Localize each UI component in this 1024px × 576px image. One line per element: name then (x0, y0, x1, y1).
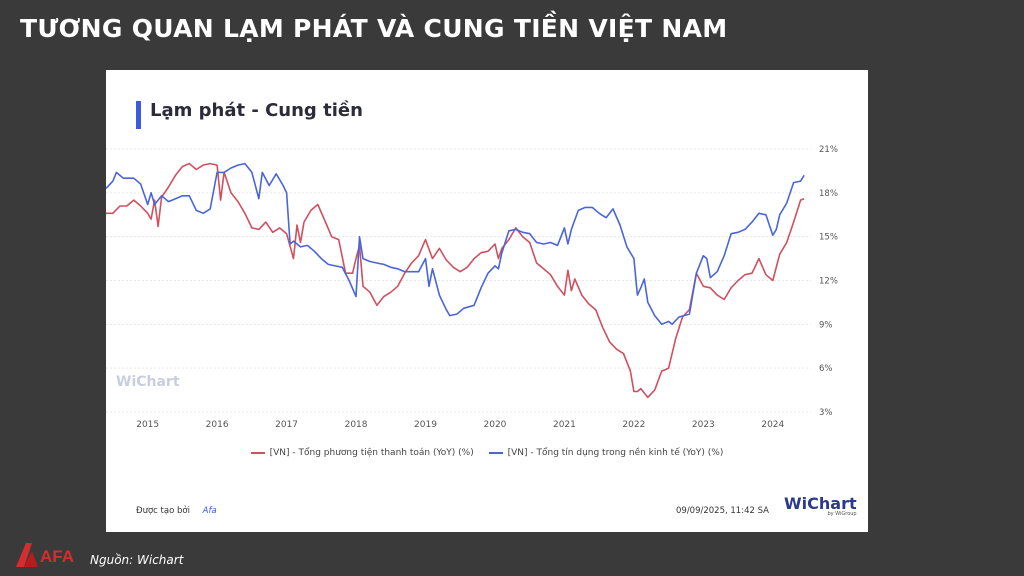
x-tick-label: 2023 (692, 420, 715, 430)
x-tick-label: 2020 (484, 420, 507, 430)
created-by: Được tạo bởi Afa (136, 506, 217, 516)
source-note: Nguồn: Wichart (90, 553, 184, 567)
wichart-logo-text: WiChart (784, 494, 857, 513)
y-tick-label: 6% (819, 364, 833, 374)
x-tick-label: 2024 (761, 420, 784, 430)
x-tick-label: 2016 (206, 420, 229, 430)
chart-card: Lạm phát - Cung tiền 3% 6% 9% 12% 15% 18% 21% 2… (106, 70, 868, 532)
created-by-label: Được tạo bởi (136, 506, 190, 516)
x-tick-label: 2019 (414, 420, 437, 430)
series-line-credit (106, 162, 805, 326)
created-by-brand[interactable]: Afa (202, 506, 217, 516)
y-tick-label: 9% (819, 320, 833, 330)
x-tick-label: 2015 (136, 420, 159, 430)
legend-swatch-credit (488, 452, 503, 454)
afa-logo: AFA (14, 541, 84, 573)
afa-logo-text: AFA (40, 547, 74, 566)
legend-swatch-money-supply (250, 452, 265, 454)
timestamp: 09/09/2025, 11:42 SA (676, 506, 769, 516)
afa-logo-icon: AFA (16, 543, 74, 567)
series-line-money-supply (106, 162, 805, 399)
chart-legend: [VN] - Tổng phương tiện thanh toán (YoY)… (106, 447, 868, 458)
x-tick-label: 2018 (345, 420, 368, 430)
y-tick-label: 15% (819, 233, 838, 243)
wichart-logo-sub: by WiGroup (827, 511, 857, 517)
wichart-watermark: WiChart (116, 374, 180, 390)
y-tick-label: 18% (819, 189, 838, 199)
y-tick-label: 3% (819, 408, 833, 418)
slide-title: TƯƠNG QUAN LẠM PHÁT VÀ CUNG TIỀN VIỆT NA… (20, 14, 728, 43)
wichart-logo: WiChart by WiGroup (784, 494, 857, 517)
x-tick-label: 2022 (622, 420, 645, 430)
x-tick-label: 2021 (553, 420, 576, 430)
title-accent-bar (136, 101, 141, 129)
line-chart: 3% 6% 9% 12% 15% 18% 21% 2015 2016 2017 2018 2019 20… (106, 145, 838, 430)
legend-item-credit[interactable]: [VN] - Tổng tín dụng trong nền kinh tế (… (488, 448, 724, 458)
chart-title: Lạm phát - Cung tiền (150, 100, 363, 121)
x-tick-label: 2017 (275, 420, 298, 430)
legend-label-money-supply: [VN] - Tổng phương tiện thanh toán (YoY)… (269, 448, 474, 458)
legend-item-money-supply[interactable]: [VN] - Tổng phương tiện thanh toán (YoY)… (250, 448, 474, 458)
legend-label-credit: [VN] - Tổng tín dụng trong nền kinh tế (… (507, 448, 724, 458)
y-tick-label: 12% (819, 277, 838, 287)
y-tick-label: 21% (819, 145, 838, 155)
